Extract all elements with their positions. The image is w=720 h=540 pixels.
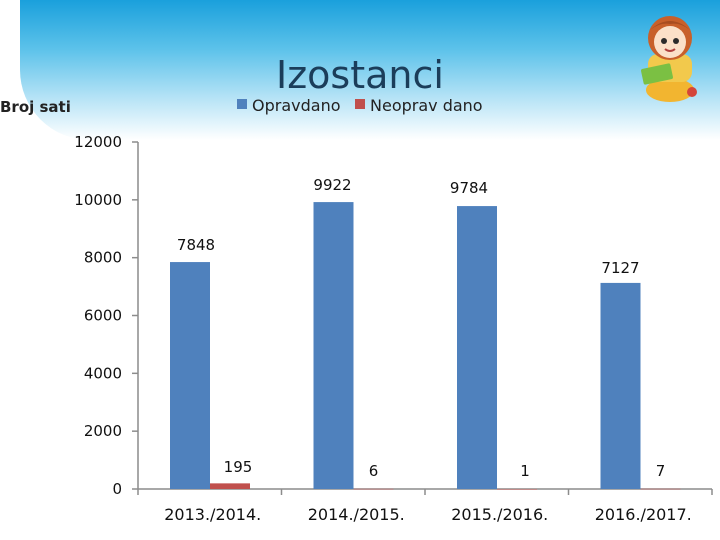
data-label-opravdano-1: 7848 bbox=[177, 236, 215, 254]
y-tick-label: 10000 bbox=[74, 191, 122, 209]
y-tick-label: 6000 bbox=[84, 307, 122, 325]
category-label: 2014./2015. bbox=[308, 505, 405, 524]
data-labels: 7848 195 9922 6 9784 1 7127 7 bbox=[177, 176, 665, 480]
y-tick-label: 12000 bbox=[74, 133, 122, 151]
legend-label-opravdano: Opravdano bbox=[252, 96, 341, 115]
y-tick-label: 4000 bbox=[84, 364, 122, 382]
data-label-opravdano-4: 7127 bbox=[601, 259, 639, 277]
data-label-neopravdano-2: 6 bbox=[369, 462, 379, 480]
y-tick-label: 2000 bbox=[84, 422, 122, 440]
bar-opravdano-4 bbox=[600, 282, 641, 489]
bar-neopravdano-3 bbox=[497, 488, 537, 490]
y-axis-label: Broj sati bbox=[0, 98, 71, 116]
data-label-neopravdano-4: 7 bbox=[656, 462, 666, 480]
title-banner bbox=[20, 0, 720, 140]
legend-swatch-opravdano bbox=[237, 99, 247, 109]
chart-title: Izostanci bbox=[276, 53, 444, 97]
legend-swatch-neopravdano bbox=[355, 99, 365, 109]
data-label-neopravdano-1: 195 bbox=[224, 458, 253, 476]
y-tick-label: 0 bbox=[112, 480, 122, 498]
category-labels: 2013./2014. 2014./2015. 2015./2016. 2016./2… bbox=[164, 505, 692, 524]
data-label-neopravdano-3: 1 bbox=[520, 462, 530, 480]
legend-label-neopravdano: Neoprav dano bbox=[370, 96, 483, 115]
category-label: 2015./2016. bbox=[451, 505, 548, 524]
bar-opravdano-1 bbox=[170, 262, 210, 489]
y-axis-ticks: 0 2000 4000 6000 8000 10000 12000 bbox=[74, 133, 138, 498]
category-label: 2016./2017. bbox=[595, 505, 692, 524]
bar-neopravdano-1 bbox=[210, 483, 250, 489]
bar-opravdano-3 bbox=[457, 206, 497, 489]
y-tick-label: 8000 bbox=[84, 249, 122, 267]
bar-neopravdano-2 bbox=[353, 488, 394, 490]
girl-reading-book-icon bbox=[641, 16, 697, 102]
bars bbox=[170, 202, 681, 490]
legend: Opravdano Neoprav dano bbox=[237, 96, 483, 115]
bar-neopravdano-4 bbox=[640, 488, 681, 490]
bar-opravdano-2 bbox=[313, 202, 354, 489]
data-label-opravdano-2: 9922 bbox=[313, 176, 351, 194]
x-axis-ticks bbox=[137, 489, 713, 495]
data-label-opravdano-3: 9784 bbox=[450, 179, 488, 197]
category-label: 2013./2014. bbox=[164, 505, 261, 524]
